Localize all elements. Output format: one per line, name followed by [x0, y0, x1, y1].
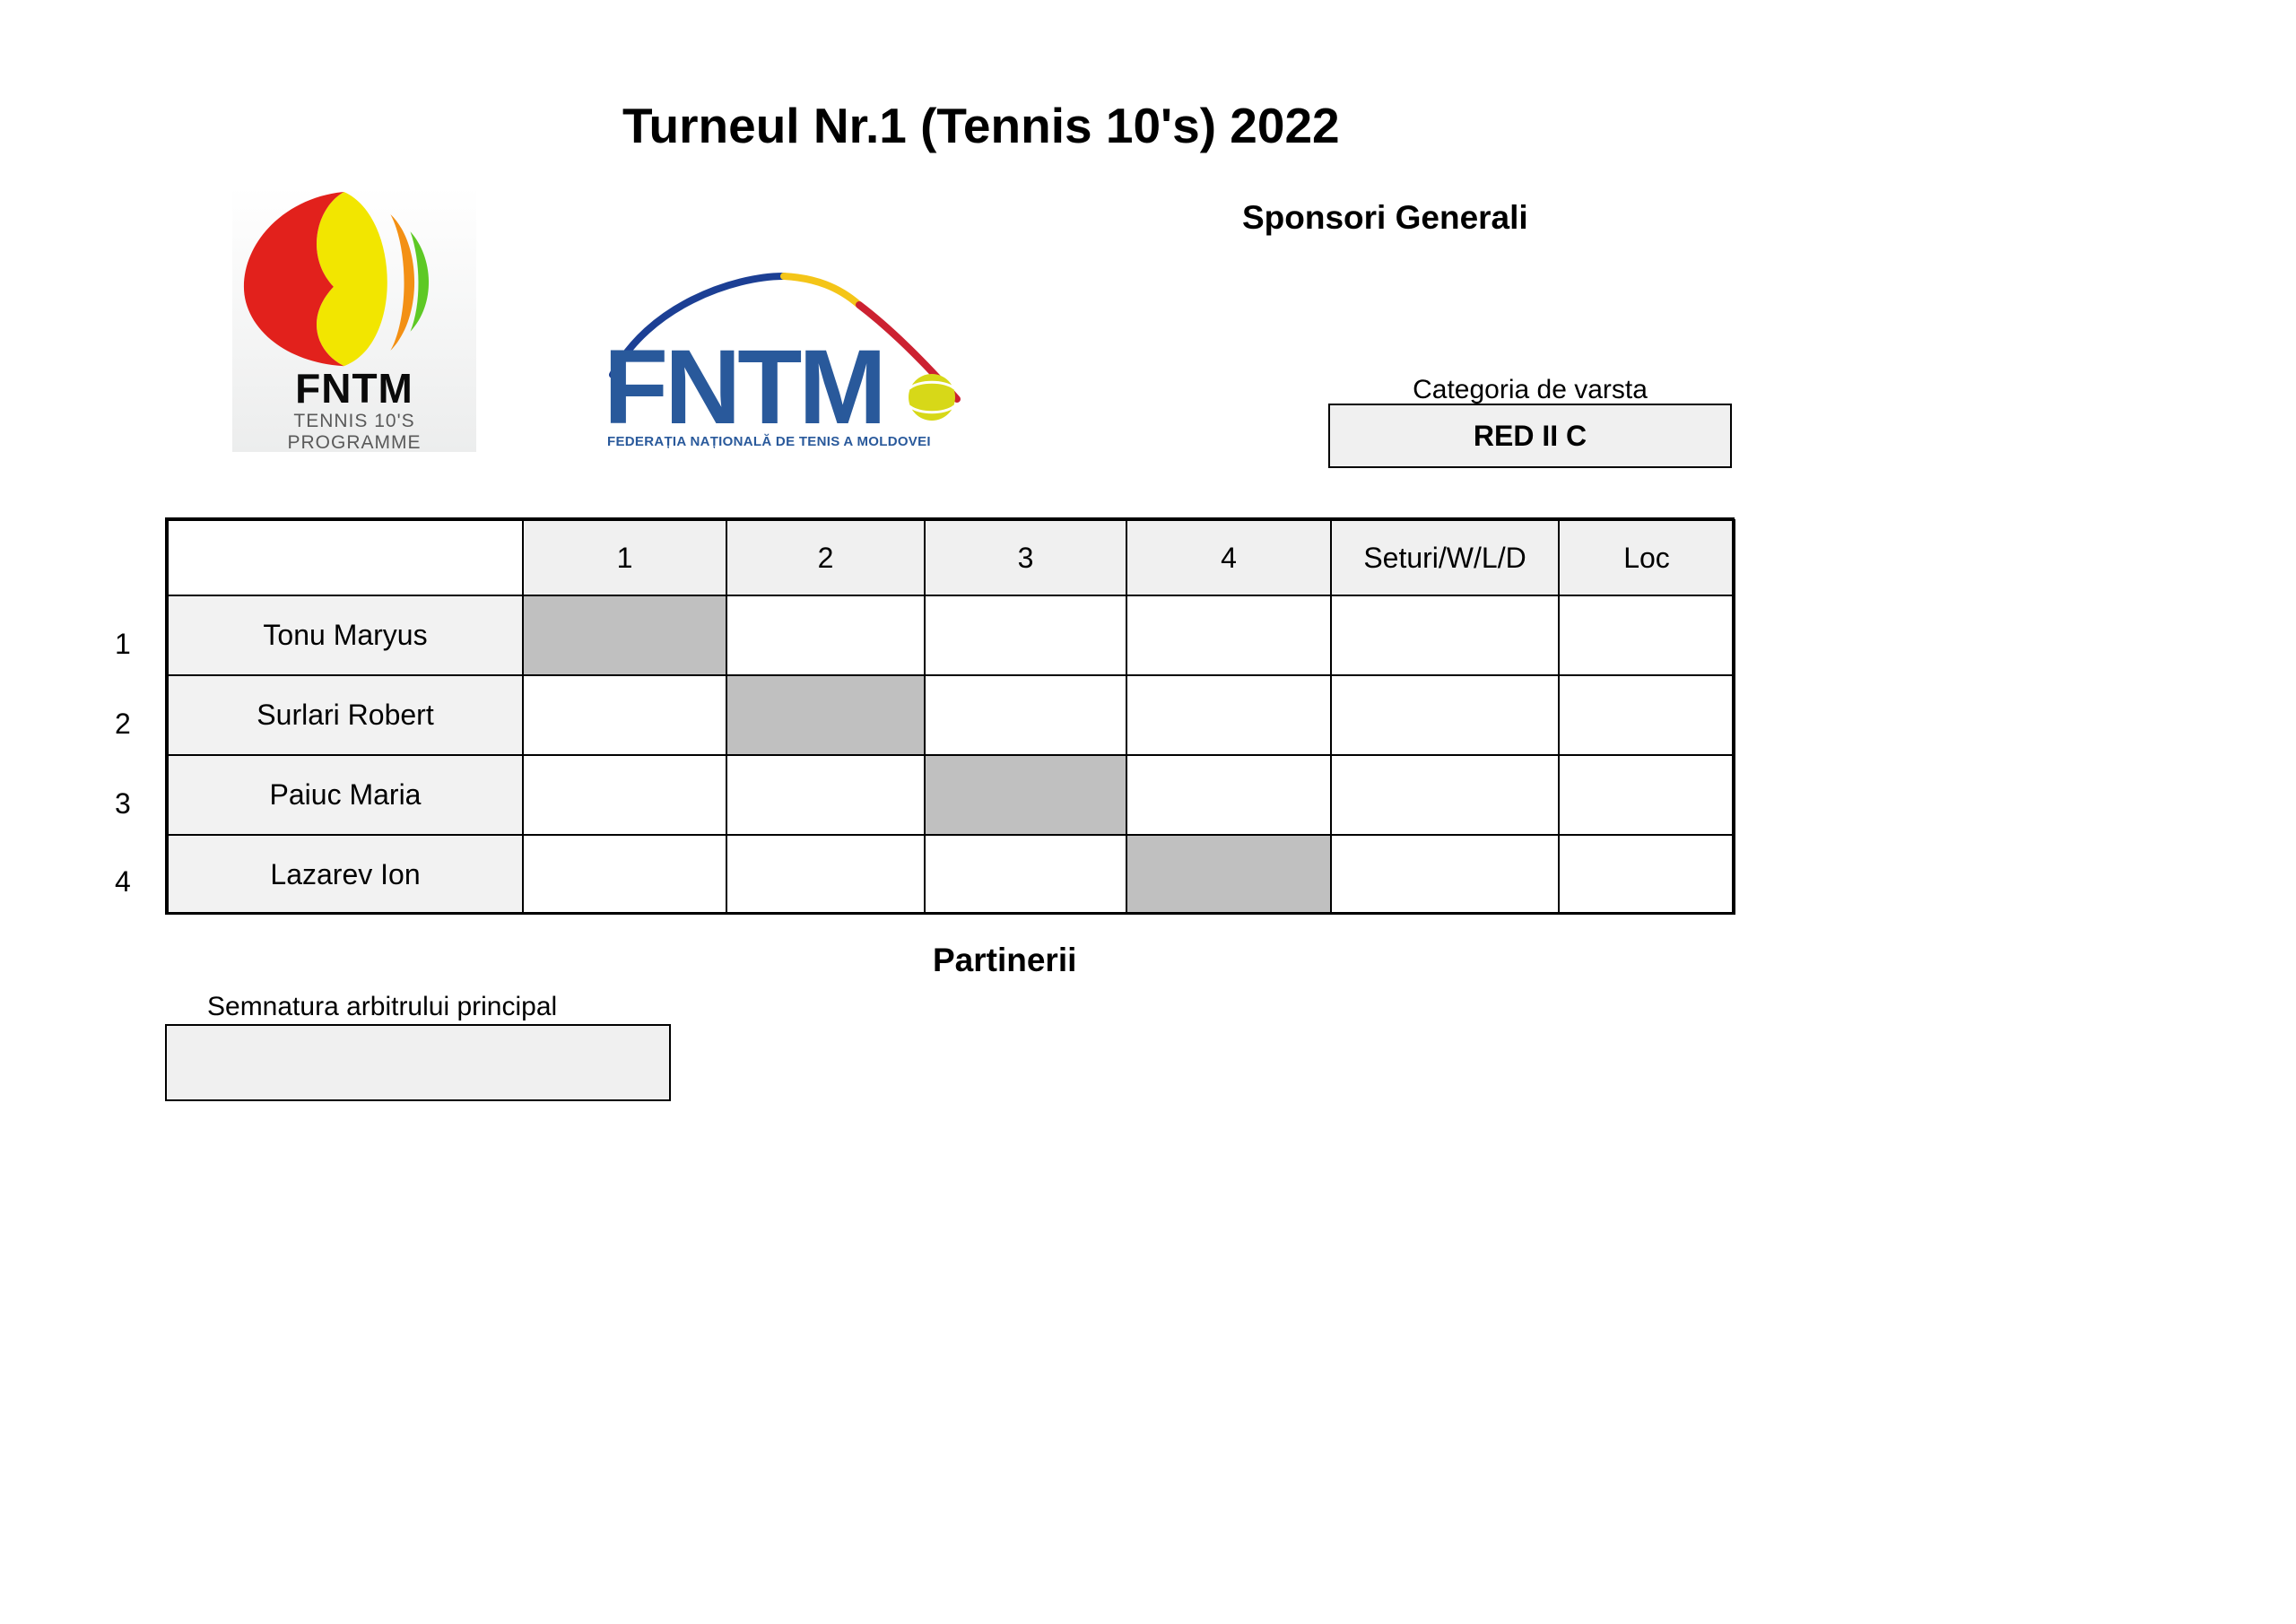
svg-text:FNTM: FNTM [607, 328, 883, 435]
